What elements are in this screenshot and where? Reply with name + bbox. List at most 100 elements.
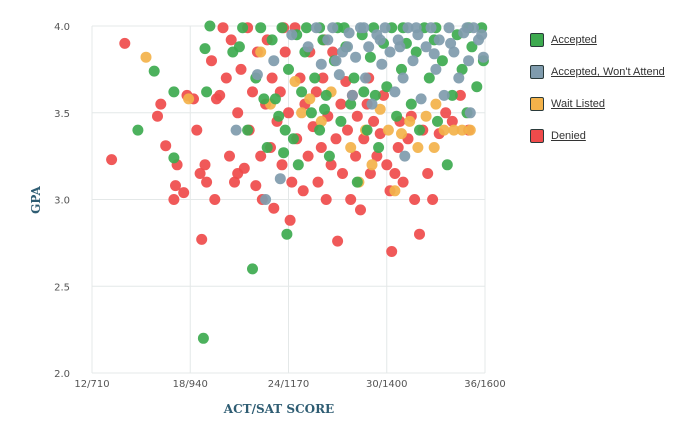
point-denied[interactable] xyxy=(255,150,267,162)
point-accepted[interactable] xyxy=(258,93,270,105)
point-accepted[interactable] xyxy=(233,41,245,53)
point-denied[interactable] xyxy=(284,214,296,226)
point-denied[interactable] xyxy=(283,107,294,119)
point-denied[interactable] xyxy=(397,176,409,188)
point-accepted[interactable] xyxy=(369,89,381,101)
point-accepted-won-t-attend[interactable] xyxy=(260,194,272,205)
point-denied[interactable] xyxy=(409,194,421,205)
point-denied[interactable] xyxy=(268,202,280,214)
point-wait-listed[interactable] xyxy=(289,76,301,87)
point-wait-listed[interactable] xyxy=(404,115,416,127)
point-denied[interactable] xyxy=(196,233,208,245)
point-accepted[interactable] xyxy=(432,115,443,127)
point-accepted[interactable] xyxy=(242,124,254,136)
point-wait-listed[interactable] xyxy=(374,103,386,115)
point-accepted-won-t-attend[interactable] xyxy=(251,69,263,81)
point-denied[interactable] xyxy=(194,168,206,179)
point-accepted[interactable] xyxy=(410,46,422,58)
point-denied[interactable] xyxy=(201,176,213,188)
point-denied[interactable] xyxy=(119,37,131,49)
point-denied[interactable] xyxy=(345,194,357,205)
point-accepted-won-t-attend[interactable] xyxy=(343,27,355,39)
point-accepted[interactable] xyxy=(471,81,483,93)
point-denied[interactable] xyxy=(312,176,324,188)
point-accepted-won-t-attend[interactable] xyxy=(322,34,334,46)
point-accepted[interactable] xyxy=(348,72,360,84)
point-accepted-won-t-attend[interactable] xyxy=(415,93,427,105)
point-denied[interactable] xyxy=(232,168,244,179)
point-denied[interactable] xyxy=(178,187,190,199)
point-accepted[interactable] xyxy=(320,89,332,101)
point-accepted[interactable] xyxy=(301,22,312,34)
legend-item-accepted-wont-attend[interactable]: Accepted, Won't Attend xyxy=(530,64,680,80)
point-accepted[interactable] xyxy=(201,86,213,98)
point-accepted-won-t-attend[interactable] xyxy=(342,41,353,53)
point-denied[interactable] xyxy=(335,98,347,110)
legend-item-accepted[interactable]: Accepted xyxy=(530,32,680,48)
point-accepted-won-t-attend[interactable] xyxy=(394,41,406,53)
point-accepted[interactable] xyxy=(296,86,308,98)
point-denied[interactable] xyxy=(454,89,466,101)
point-wait-listed[interactable] xyxy=(255,46,267,58)
point-denied[interactable] xyxy=(106,154,118,166)
point-wait-listed[interactable] xyxy=(304,93,316,105)
point-denied[interactable] xyxy=(250,180,262,192)
point-denied[interactable] xyxy=(229,176,240,188)
point-denied[interactable] xyxy=(446,115,458,127)
point-accepted[interactable] xyxy=(204,20,216,32)
point-accepted[interactable] xyxy=(168,152,180,164)
point-denied[interactable] xyxy=(220,72,232,84)
point-accepted[interactable] xyxy=(396,63,407,75)
point-accepted[interactable] xyxy=(247,263,258,275)
point-accepted-won-t-attend[interactable] xyxy=(274,173,286,185)
point-denied[interactable] xyxy=(302,150,314,162)
point-wait-listed[interactable] xyxy=(428,142,440,153)
point-denied[interactable] xyxy=(315,142,327,153)
point-denied[interactable] xyxy=(371,150,383,162)
point-accepted-won-t-attend[interactable] xyxy=(445,37,457,49)
legend-item-wait-listed[interactable]: Wait Listed xyxy=(530,96,680,112)
legend-item-denied[interactable]: Denied xyxy=(530,128,680,144)
point-denied[interactable] xyxy=(378,89,389,101)
point-accepted[interactable] xyxy=(381,81,393,93)
point-wait-listed[interactable] xyxy=(140,51,152,63)
point-denied[interactable] xyxy=(368,115,380,127)
point-accepted-won-t-attend[interactable] xyxy=(327,22,339,34)
point-accepted[interactable] xyxy=(278,147,290,159)
point-wait-listed[interactable] xyxy=(315,115,327,127)
point-accepted-won-t-attend[interactable] xyxy=(430,63,442,75)
point-wait-listed[interactable] xyxy=(420,110,432,122)
point-accepted-won-t-attend[interactable] xyxy=(425,22,437,34)
point-denied[interactable] xyxy=(427,194,439,205)
point-accepted[interactable] xyxy=(405,98,417,110)
point-accepted[interactable] xyxy=(255,22,267,34)
point-accepted-won-t-attend[interactable] xyxy=(420,41,432,53)
point-accepted[interactable] xyxy=(423,72,435,84)
point-accepted[interactable] xyxy=(279,124,291,136)
point-accepted[interactable] xyxy=(168,86,180,98)
point-accepted-won-t-attend[interactable] xyxy=(374,34,386,46)
point-accepted-won-t-attend[interactable] xyxy=(410,22,422,34)
point-accepted[interactable] xyxy=(292,159,304,171)
point-accepted[interactable] xyxy=(414,124,425,136)
point-accepted[interactable] xyxy=(266,34,278,46)
point-denied[interactable] xyxy=(286,176,298,188)
point-wait-listed[interactable] xyxy=(438,124,450,136)
point-accepted-won-t-attend[interactable] xyxy=(399,150,411,162)
point-denied[interactable] xyxy=(355,204,366,216)
point-accepted[interactable] xyxy=(358,86,370,98)
point-accepted-won-t-attend[interactable] xyxy=(384,46,396,58)
point-denied[interactable] xyxy=(414,228,425,240)
point-denied[interactable] xyxy=(342,124,353,136)
point-accepted-won-t-attend[interactable] xyxy=(333,69,345,81)
point-accepted[interactable] xyxy=(305,107,317,119)
point-denied[interactable] xyxy=(389,168,401,179)
point-denied[interactable] xyxy=(332,235,344,247)
point-accepted-won-t-attend[interactable] xyxy=(350,51,362,63)
point-denied[interactable] xyxy=(392,142,404,153)
point-denied[interactable] xyxy=(152,110,163,122)
point-wait-listed[interactable] xyxy=(183,93,195,105)
point-accepted-won-t-attend[interactable] xyxy=(230,124,242,136)
point-accepted[interactable] xyxy=(446,89,458,101)
point-denied[interactable] xyxy=(235,63,247,75)
